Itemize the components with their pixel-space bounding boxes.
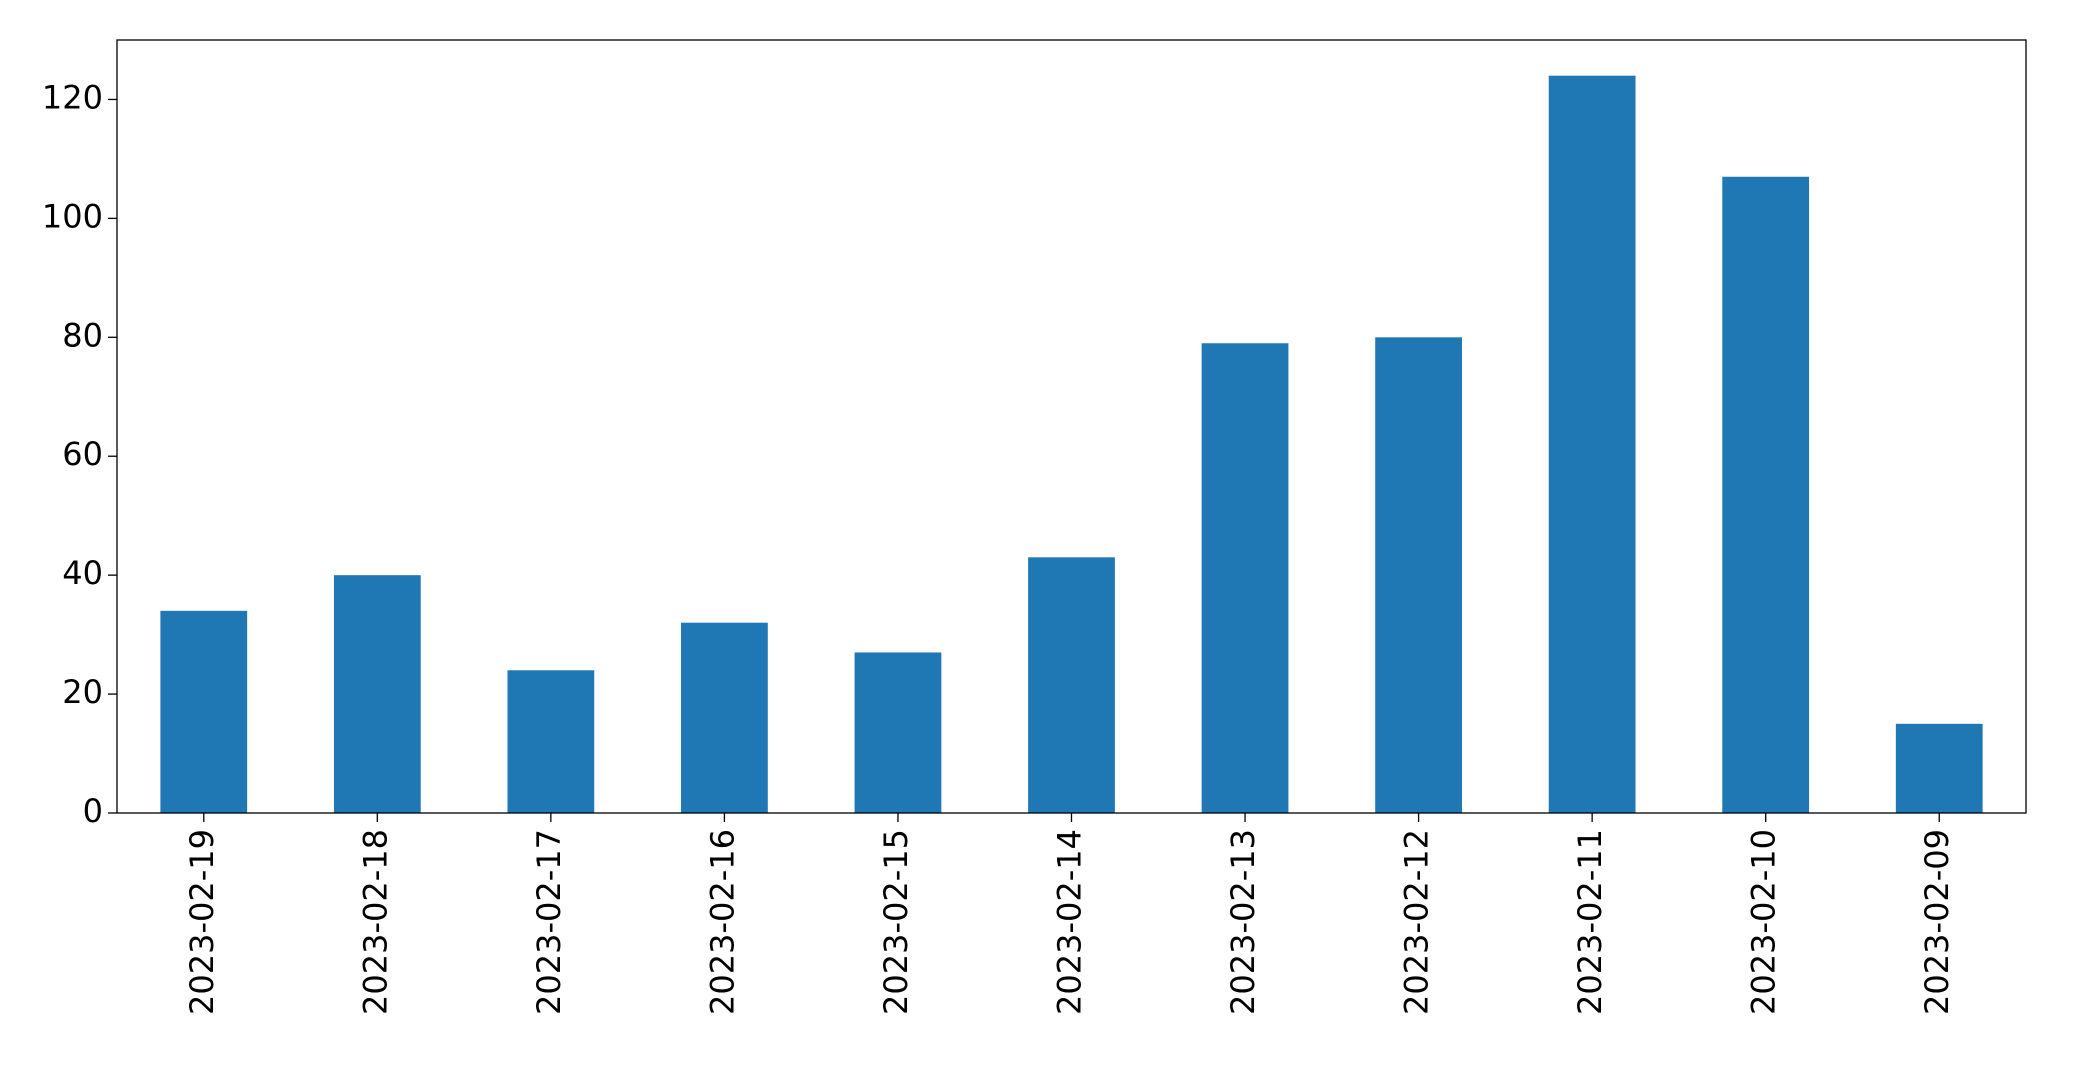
y-tick-label: 60 — [62, 435, 103, 473]
x-tick-label: 2023-02-14 — [1051, 829, 1089, 1015]
y-tick-label: 120 — [42, 78, 103, 116]
bar — [160, 610, 248, 813]
y-tick-label: 80 — [62, 316, 103, 354]
x-tick-label: 2023-02-18 — [356, 829, 394, 1015]
x-tick-label: 2023-02-15 — [877, 829, 915, 1015]
y-tick-label: 100 — [42, 197, 103, 235]
bar — [1375, 337, 1462, 813]
plot-frame — [116, 39, 2027, 814]
x-tick-label: 2023-02-10 — [1745, 829, 1783, 1015]
y-tick-label: 20 — [62, 673, 103, 711]
x-tick-label: 2023-02-11 — [1571, 829, 1609, 1015]
bar — [1201, 343, 1289, 813]
x-tick-label: 2023-02-16 — [703, 829, 741, 1015]
x-tick-label: 2023-02-17 — [530, 829, 568, 1015]
bar — [333, 575, 421, 813]
bar — [681, 622, 768, 813]
x-tick-label: 2023-02-19 — [183, 829, 221, 1015]
bar — [1722, 176, 1810, 813]
bar — [1548, 75, 1636, 813]
bar — [1028, 557, 1115, 813]
bar — [854, 652, 942, 813]
x-tick-label: 2023-02-13 — [1224, 829, 1262, 1015]
x-tick-label: 2023-02-09 — [1918, 829, 1956, 1015]
y-tick-label: 0 — [83, 792, 103, 830]
y-tick-label: 40 — [62, 554, 103, 592]
x-tick-label: 2023-02-12 — [1398, 829, 1436, 1015]
bar — [1895, 723, 1983, 813]
bar — [507, 670, 595, 813]
